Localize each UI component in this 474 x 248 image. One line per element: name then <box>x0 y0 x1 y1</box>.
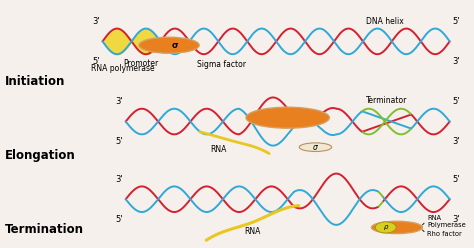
Text: RNA
Polymerase: RNA Polymerase <box>427 215 466 228</box>
Text: RNA: RNA <box>210 145 227 154</box>
Text: Initiation: Initiation <box>5 75 66 88</box>
Text: 3': 3' <box>92 17 100 26</box>
Text: RNA polymerase: RNA polymerase <box>91 63 155 73</box>
Text: Termination: Termination <box>5 223 84 236</box>
Text: DNA helix: DNA helix <box>366 17 404 26</box>
Text: Promoter: Promoter <box>124 59 159 68</box>
Text: 3': 3' <box>452 57 460 66</box>
Text: $\sigma$: $\sigma$ <box>312 143 319 152</box>
Text: Sigma factor: Sigma factor <box>197 60 246 69</box>
Text: 5': 5' <box>93 57 100 66</box>
Text: $\mathbf{\sigma}$: $\mathbf{\sigma}$ <box>171 41 179 50</box>
Text: 3': 3' <box>452 215 460 223</box>
Ellipse shape <box>372 221 422 234</box>
Ellipse shape <box>139 37 199 53</box>
Text: $\rho$: $\rho$ <box>383 223 389 232</box>
Text: Elongation: Elongation <box>5 149 76 162</box>
Text: RNA: RNA <box>244 227 261 236</box>
Ellipse shape <box>299 143 332 152</box>
Circle shape <box>375 222 396 233</box>
Text: 5': 5' <box>116 215 123 223</box>
Text: Rho factor: Rho factor <box>427 231 462 237</box>
Text: 3': 3' <box>452 137 460 146</box>
Text: Terminator: Terminator <box>366 96 407 105</box>
Text: 5': 5' <box>452 97 459 106</box>
Text: 3': 3' <box>116 97 123 106</box>
Text: 5': 5' <box>452 175 459 184</box>
Text: 5': 5' <box>452 17 459 26</box>
Ellipse shape <box>246 107 329 128</box>
Text: 5': 5' <box>116 137 123 146</box>
Text: 3': 3' <box>116 175 123 184</box>
